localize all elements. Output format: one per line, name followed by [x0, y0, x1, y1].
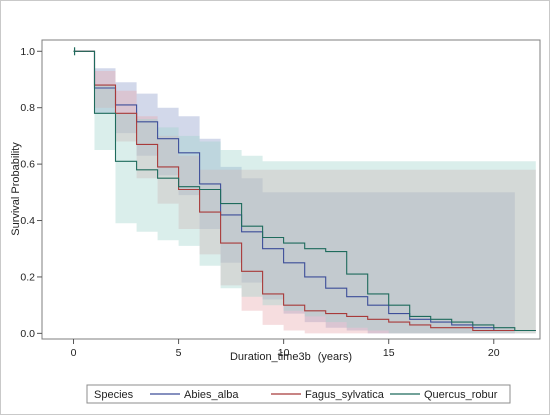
y-tick-label-3: 0.6 [20, 159, 35, 171]
x-tick-label-0: 0 [71, 347, 77, 359]
y-tick-label-1: 0.2 [20, 271, 35, 283]
legend-label-quercus-robur: Quercus_robur [424, 389, 498, 401]
legend: Species Abies_alba Fagus_sylvatica Quercus… [86, 384, 511, 404]
legend-label-abies-alba: Abies_alba [184, 389, 239, 401]
y-tick-label-5: 1.0 [20, 46, 35, 58]
y-axis-label: Survival Probability [10, 142, 22, 236]
y-tick-label-0: 0.0 [20, 328, 35, 340]
y-axis-ticks: 0.0 0.2 0.4 0.6 0.8 1.0 [20, 46, 42, 340]
survival-curves [73, 47, 536, 332]
x-axis-label: Duration_time3b (years) [230, 351, 352, 363]
x-axis-ticks: 0 5 10 15 20 [71, 339, 500, 359]
band-fagus-sylvatica [73, 51, 536, 334]
y-tick-label-4: 0.8 [20, 102, 35, 114]
confidence-bands [73, 51, 536, 334]
plot-area [41, 39, 541, 340]
y-tick-label-2: 0.4 [20, 215, 35, 227]
x-tick-label-15: 15 [383, 347, 395, 359]
x-tick-label-5: 5 [176, 347, 182, 359]
curve-quercus-robur [73, 50, 536, 332]
x-axis-label-name: Duration_time3b [230, 351, 311, 363]
x-tick-label-20: 20 [488, 347, 500, 359]
x-axis-label-unit: (years) [318, 351, 352, 363]
x-tick-label-10: 10 [278, 347, 290, 359]
band-abies-alba [73, 51, 536, 334]
band-quercus-robur [73, 51, 536, 334]
curve-fagus-sylvatica [73, 50, 536, 332]
legend-label-fagus-sylvatica: Fagus_sylvatica [305, 389, 385, 401]
legend-title: Species [94, 389, 134, 401]
